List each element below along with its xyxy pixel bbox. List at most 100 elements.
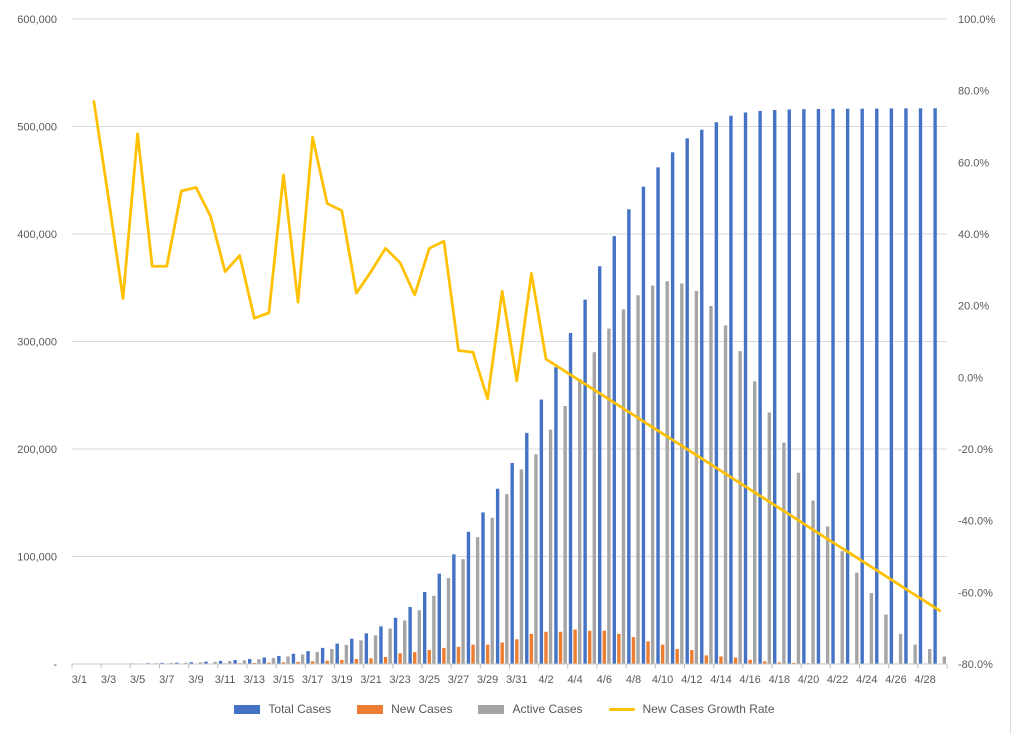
bar [796,472,801,664]
bar [490,517,494,664]
bar [898,633,903,664]
bar [792,662,796,664]
bar [700,129,704,665]
bar [539,399,544,664]
legend-label-active-cases: Active Cases [512,702,583,716]
x-axis-tick-label: 3/5 [130,674,145,686]
bar [379,626,383,665]
x-axis-tick-label: 3/31 [506,674,527,686]
x-axis-tick-label: 4/10 [652,674,673,686]
bar [918,108,923,664]
bar [471,644,475,664]
x-axis-tick-label: 4/12 [681,674,702,686]
bar-series-active-cases[interactable] [82,281,947,665]
bar [213,661,217,664]
legend-item-active-cases[interactable]: Active Cases [478,702,583,716]
left-axis-tick-label: 400,000 [17,229,57,241]
bar [495,488,500,664]
bar [840,551,844,665]
bar [845,108,850,664]
bar [680,283,684,664]
left-axis-labels: 600,000 500,000 400,000 300,000 200,000 100,0… [17,14,57,671]
chart-legend: Total Cases New Cases Active Cases New Case… [0,702,1009,716]
right-axis-tick-label: -40.0% [958,516,993,528]
bar [525,432,529,665]
bar [529,633,534,664]
bar [359,640,363,664]
right-axis-tick-label: -80.0% [958,659,993,671]
bar [320,647,325,665]
right-axis-tick-label: 20.0% [958,301,989,313]
bar [578,379,582,665]
bar [933,108,937,665]
bar [452,554,456,664]
bar [485,644,490,664]
bar [548,429,553,664]
bar [519,469,524,664]
bar [743,112,748,664]
bar [242,660,247,664]
bar [627,209,631,664]
bar [685,138,689,664]
bar [554,367,558,664]
bar [597,266,602,664]
x-axis-tick-label: 3/3 [101,674,116,686]
legend-item-new-cases[interactable]: New Cases [357,702,452,716]
bar [442,647,446,665]
bar [884,614,888,664]
bar [422,591,427,664]
bar [621,309,626,664]
bar [175,662,179,664]
bar [325,660,329,664]
bar [690,650,694,664]
bar [875,108,879,665]
bar [714,122,719,664]
line-series-new-cases-growth-rate[interactable] [92,100,942,612]
bar [388,628,392,664]
x-axis [71,663,948,669]
bar [617,633,621,664]
bar [160,662,164,664]
bar [758,110,762,664]
x-axis-tick-label: 4/18 [769,674,790,686]
bar [398,653,402,664]
bar [723,325,728,665]
legend-item-new-cases-growth-rate[interactable]: New Cases Growth Rate [608,702,775,716]
x-axis-tick-label: 4/24 [856,674,877,686]
bar [558,631,563,664]
bar [729,115,733,664]
bar [198,662,203,664]
bar [281,662,286,664]
bar [228,661,232,664]
x-axis-tick-label: 3/25 [419,674,440,686]
bar [670,152,675,665]
bar [403,620,407,664]
bar [393,617,398,664]
bar [802,109,806,664]
left-axis-tick-label: 600,000 [17,14,57,26]
bar [335,643,339,664]
bar [607,328,611,664]
right-axis-tick-label: 80.0% [958,86,989,98]
bar-series-total-cases[interactable] [72,108,937,665]
bar [816,108,821,665]
x-axis-tick-label: 4/8 [626,674,641,686]
legend-label-new-cases: New Cases [391,702,453,716]
left-axis-tick-label: 300,000 [17,337,57,349]
bar [500,642,504,664]
legend-item-total-cases[interactable]: Total Cases [234,702,331,716]
bar [704,655,709,664]
bar [825,526,830,664]
bar [787,109,791,664]
bar [350,638,354,664]
bar [330,648,334,664]
bar [204,661,208,664]
left-axis-tick-label: 100,000 [17,552,57,564]
x-axis-tick-label: 3/29 [477,674,498,686]
legend-swatch-new-cases-growth-rate [608,707,635,711]
bar [592,352,597,664]
x-axis-tick-label: 4/2 [538,674,553,686]
legend-label-new-cases-growth-rate: New Cases Growth Rate [642,702,775,716]
bar [646,641,650,664]
